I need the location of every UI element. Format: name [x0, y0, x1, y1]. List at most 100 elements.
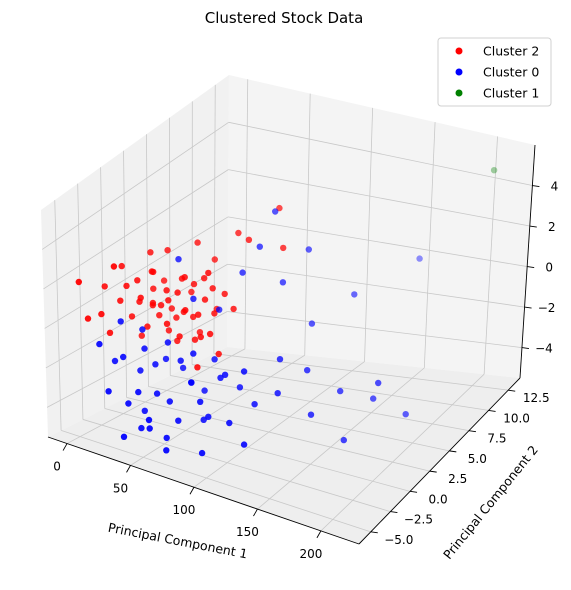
grid-line-z [227, 216, 528, 267]
data-point [235, 229, 242, 237]
y-tick-mark [370, 531, 378, 534]
data-point [110, 263, 118, 270]
x-tick-label: 200 [299, 547, 322, 561]
z-tick-label: 0 [545, 261, 553, 275]
data-point [194, 364, 201, 371]
data-point [206, 330, 214, 338]
x-tick-mark [126, 465, 131, 473]
data-point [84, 315, 92, 322]
grid-line-x [483, 136, 498, 375]
legend-box [437, 37, 552, 107]
data-point [96, 340, 103, 348]
grid-line-x [320, 373, 485, 532]
data-point [163, 287, 170, 294]
x-axis-label: Principal Component 1 [107, 520, 249, 562]
grid-line-z [227, 311, 523, 349]
data-point [280, 244, 287, 252]
data-point [221, 371, 229, 378]
data-point [111, 357, 119, 365]
data-point [197, 398, 204, 405]
x-axis-line [47, 436, 360, 545]
data-point [117, 297, 124, 304]
data-point [141, 345, 148, 352]
x-tick-mark [62, 443, 68, 451]
y-tick-label: −5.0 [384, 533, 413, 547]
grid-line-y [104, 408, 411, 492]
grid-line-x [130, 354, 305, 466]
axes: 0 50 100 150 200 −5.0 −2.5 0.02.55.07.5 10.0 12.5… [47, 144, 558, 561]
z-tick-mark [527, 266, 535, 269]
x-tick-mark [253, 508, 258, 517]
grid-line-y [82, 419, 391, 512]
data-point [177, 357, 184, 364]
data-point [165, 297, 172, 304]
grid-line-y [170, 375, 470, 432]
data-point [181, 274, 188, 281]
grid-line-y [213, 353, 509, 391]
y-tick-mark [449, 450, 457, 453]
data-point [166, 398, 173, 405]
data-point [153, 390, 161, 397]
data-point [416, 255, 423, 262]
data-point [256, 243, 263, 250]
grid-line-x [193, 361, 365, 488]
data-point [162, 355, 170, 363]
data-point [156, 312, 163, 319]
data-point [240, 441, 248, 448]
data-point [173, 314, 180, 321]
floor-pane [48, 347, 520, 544]
x-tick-mark [189, 487, 195, 495]
data-point [240, 368, 248, 375]
y-tick-label: 10.0 [503, 411, 530, 425]
data-point [276, 356, 284, 363]
data-point [201, 275, 208, 282]
data-point [144, 323, 151, 330]
data-point [200, 416, 207, 423]
data-point [191, 336, 199, 343]
grid-line-x [423, 122, 436, 368]
y-axis-line [358, 377, 521, 545]
data-point [196, 329, 204, 336]
data-point [190, 350, 197, 357]
data-point [105, 388, 112, 395]
data-point [120, 353, 127, 361]
data-point [182, 307, 189, 314]
data-point [307, 411, 315, 418]
y-axis-label: Principal Component 2 [440, 442, 541, 562]
grid-line-z [46, 311, 228, 408]
data-point [490, 167, 498, 174]
x-tick-label: 100 [173, 503, 196, 517]
data-point [188, 288, 195, 296]
y-tick-label: 12.5 [523, 391, 550, 405]
data-point [164, 339, 172, 346]
data-point [402, 411, 409, 418]
data-point [375, 379, 382, 387]
data-point [370, 395, 377, 402]
data-point [201, 387, 208, 394]
data-point [137, 367, 144, 374]
data-point [165, 327, 173, 334]
y-tick-mark [390, 511, 398, 514]
data-point [164, 247, 171, 254]
data-point [146, 425, 153, 432]
z-tick-mark [529, 225, 537, 228]
data-point [106, 329, 114, 336]
data-point [149, 299, 157, 307]
y-tick-mark [468, 430, 477, 433]
data-point [141, 407, 148, 414]
data-point [179, 364, 187, 372]
data-point [211, 356, 218, 363]
legend-label: Cluster 0 [483, 65, 539, 80]
x-tick-label: 150 [236, 525, 259, 539]
data-point [190, 295, 197, 302]
data-point [174, 289, 181, 296]
data-point [216, 306, 223, 313]
data-point [304, 367, 311, 374]
grid-line-y [54, 200, 62, 431]
data-point [274, 390, 281, 397]
data-point [117, 318, 124, 325]
data-point [226, 419, 233, 427]
legend-label: Cluster 2 [483, 44, 539, 59]
z-tick-mark [532, 185, 540, 187]
